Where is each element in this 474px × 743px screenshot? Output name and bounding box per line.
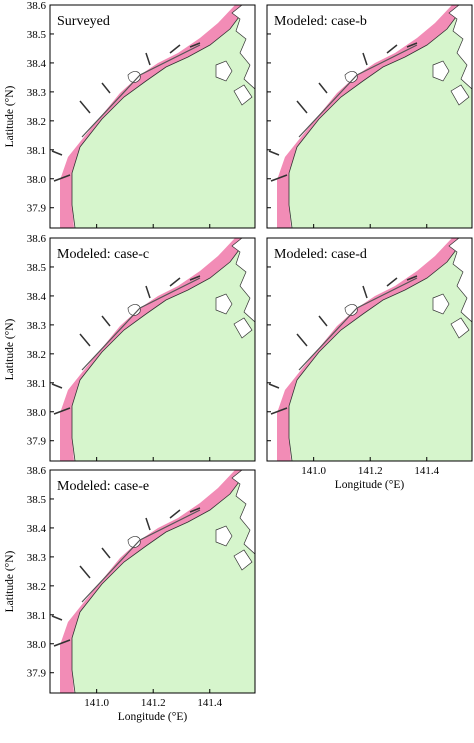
panel-title: Modeled: case-c [57,247,149,262]
y-tick-label: 38.3 [27,87,47,99]
panel-frame [266,237,473,462]
map-panel: Modeled: case-b [266,4,473,229]
y-tick-label: 38.4 [27,523,47,535]
y-axis-label: Latitude (°N) [4,550,16,612]
y-tick-label: 38.0 [27,639,47,651]
y-tick-label: 38.3 [27,320,47,332]
map-image [267,238,472,461]
y-tick-label: 38.4 [27,58,47,70]
y-tick-label: 38.2 [27,581,46,593]
x-tick-label: 141.4 [414,465,439,477]
y-tick-label: 37.9 [27,436,47,448]
y-tick-label: 38.6 [27,233,47,245]
map-image [267,5,472,228]
y-tick-label: 38.1 [27,378,46,390]
x-axis-label: Longitude (°E) [118,711,188,723]
y-axis-label: Latitude (°N) [4,85,16,147]
y-axis-label: Latitude (°N) [4,318,16,380]
x-axis-label: Longitude (°E) [335,479,405,491]
map-area [267,5,472,228]
map-panel: Modeled: case-e 38.6 38.5 38.4 38.3 38.2 38.1 3… [4,465,256,723]
x-tick-label: 141.4 [197,697,222,709]
panel-frame [49,4,256,229]
map-area [50,5,255,228]
y-tick-label: 38.3 [27,552,47,564]
map-image [50,238,255,461]
map-panel: Modeled: case-c 38.6 38.5 38.4 38.3 38.2 38.1 3… [4,233,256,462]
y-tick-label: 38.6 [27,465,47,477]
map-area [50,470,255,693]
map-area [267,238,472,461]
y-tick-label: 38.4 [27,291,47,303]
panel-title: Surveyed [57,14,110,29]
x-tick-label: 141.2 [141,697,166,709]
y-tick-label: 38.0 [27,407,47,419]
map-area [50,238,255,461]
map-panel: Surveyed 38.6 38.5 38.4 38.3 38.2 38.1 38.0 37.9… [4,0,256,229]
x-tick-label: 141.0 [301,465,326,477]
y-tick-label: 38.5 [27,29,47,41]
y-tick-label: 38.6 [27,0,47,12]
y-tick-label: 37.9 [27,203,47,215]
x-tick-label: 141.0 [84,697,109,709]
y-tick-label: 38.0 [27,174,47,186]
y-tick-label: 38.5 [27,262,47,274]
panel-frame [49,237,256,462]
panel-title: Modeled: case-b [274,14,367,29]
x-tick-label: 141.2 [358,465,383,477]
panel-title: Modeled: case-e [57,479,149,494]
map-image [50,5,255,228]
map-image [50,470,255,693]
y-tick-label: 38.5 [27,494,47,506]
panel-frame [49,469,256,694]
y-tick-label: 37.9 [27,668,47,680]
y-tick-label: 38.2 [27,349,46,361]
y-tick-label: 38.1 [27,145,46,157]
y-tick-label: 38.2 [27,116,46,128]
map-panel: Modeled: case-d 141.0 141.2 141.4 Longitude … [266,237,473,491]
y-tick-label: 38.1 [27,610,46,622]
panel-title: Modeled: case-d [274,247,367,262]
panel-frame [266,4,473,229]
